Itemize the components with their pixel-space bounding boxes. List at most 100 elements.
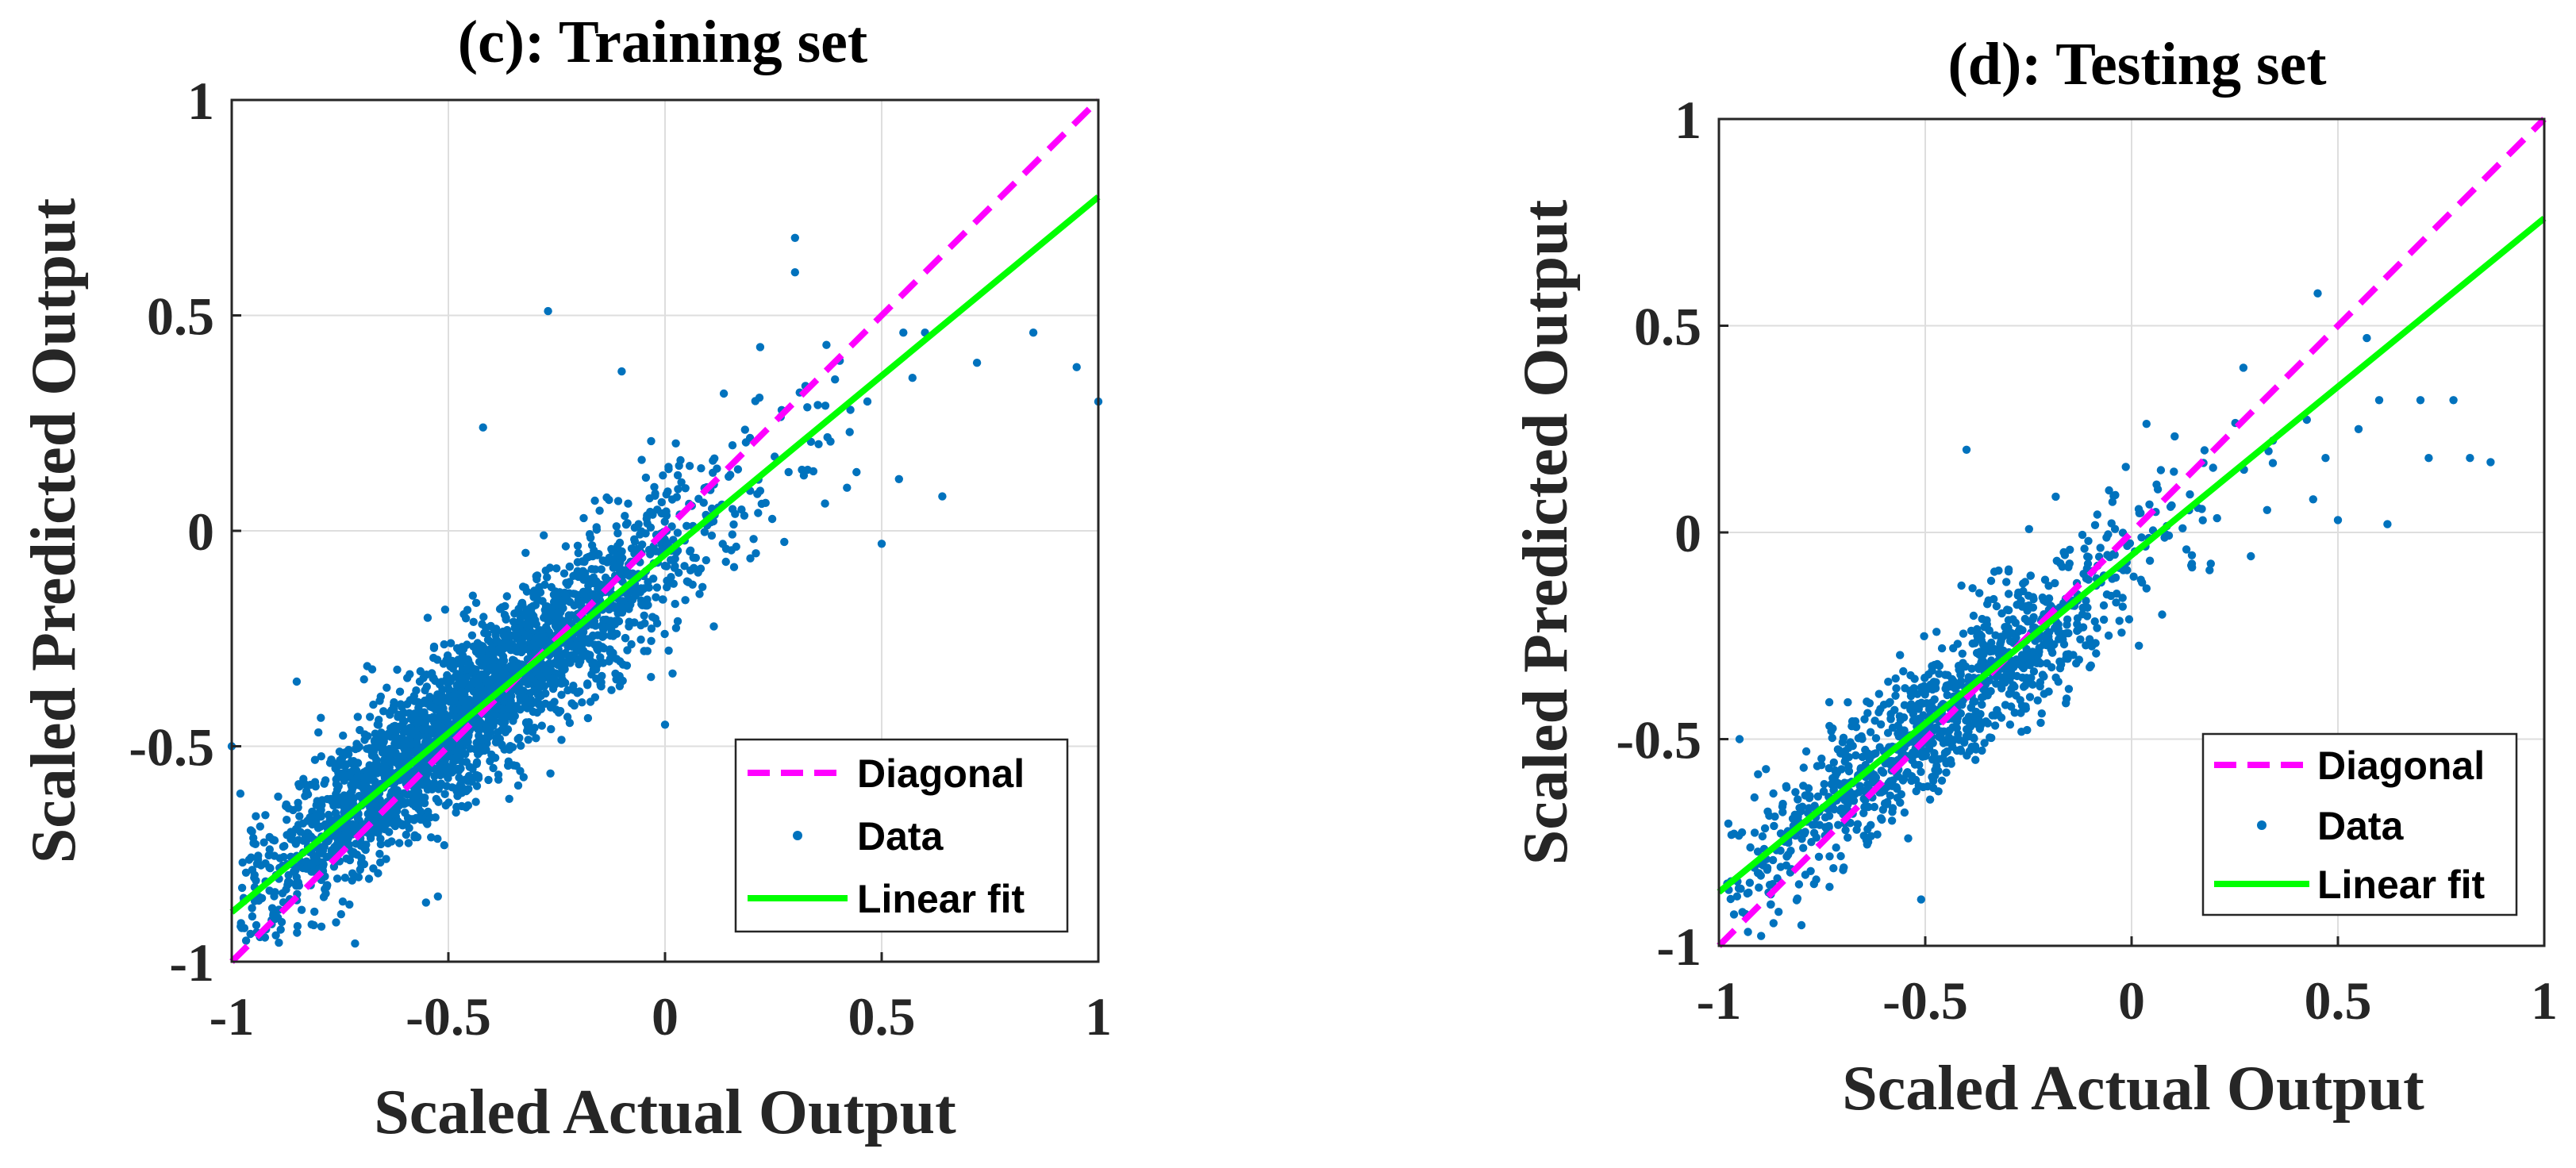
data-point (1900, 808, 1909, 817)
data-point (256, 822, 264, 831)
data-point (433, 690, 442, 699)
data-point (803, 403, 812, 412)
data-point (2013, 591, 2022, 600)
data-point (1925, 795, 1935, 804)
data-point (423, 613, 433, 622)
data-point (1888, 723, 1897, 732)
data-point (267, 904, 277, 912)
data-point (502, 615, 510, 624)
data-point (505, 794, 513, 803)
data-point (443, 670, 452, 680)
data-point (344, 840, 354, 849)
data-point (531, 616, 540, 624)
data-point (1893, 793, 1901, 802)
data-point (271, 931, 280, 940)
data-point (299, 774, 308, 783)
data-point (617, 602, 626, 612)
data-point (1987, 733, 1996, 743)
data-point (489, 763, 498, 773)
data-point (1944, 733, 1954, 742)
diagonal-line (1717, 117, 2547, 948)
data-point (488, 674, 497, 684)
data-point (2115, 617, 2124, 625)
data-point (2118, 602, 2127, 611)
data-point (1920, 674, 1929, 682)
data-point (2182, 545, 2191, 554)
data-point (1935, 670, 1944, 678)
legend-label-linear-fit: Linear fit (2317, 863, 2485, 907)
x-tick-label: -0.5 (406, 986, 491, 1047)
data-point (1884, 699, 1894, 708)
data-point (754, 509, 763, 517)
data-point (1753, 847, 1763, 856)
data-point (387, 788, 396, 797)
data-point (329, 863, 339, 871)
linear-fit-line (1717, 215, 2547, 895)
data-point (1735, 735, 1744, 743)
data-point (428, 763, 437, 772)
data-point (2416, 396, 2425, 405)
data-point (1969, 611, 1978, 620)
data-point (619, 567, 629, 576)
data-point (318, 858, 327, 866)
data-point (691, 553, 700, 563)
data-point (592, 577, 601, 586)
data-point (354, 780, 363, 790)
data-point (547, 701, 556, 709)
data-point (274, 792, 283, 801)
data-point (490, 717, 499, 725)
data-point (252, 876, 260, 886)
data-point (387, 837, 396, 846)
data-point (2092, 649, 2101, 658)
data-point (292, 677, 302, 686)
data-point (1931, 766, 1940, 774)
data-point (640, 647, 648, 655)
data-point (2052, 556, 2061, 565)
data-point (472, 782, 482, 790)
data-point (1750, 828, 1759, 837)
data-point (404, 839, 413, 847)
data-point (615, 538, 625, 548)
data-point (249, 839, 258, 847)
data-point (1969, 733, 1978, 742)
data-point (2024, 601, 2033, 610)
data-point (1734, 884, 1744, 893)
data-point (668, 669, 677, 678)
data-point (513, 781, 523, 790)
data-point (390, 747, 398, 756)
data-point (578, 698, 586, 707)
data-point (457, 681, 467, 690)
data-point (2037, 709, 2046, 718)
data-point (599, 556, 608, 565)
data-point (501, 728, 510, 736)
data-point (2486, 458, 2495, 467)
data-point (1978, 693, 1986, 702)
data-point (587, 541, 597, 550)
data-point (1750, 793, 1759, 802)
x-tick-label: -0.5 (1882, 970, 1968, 1031)
data-point (2022, 644, 2031, 654)
data-point (650, 482, 659, 491)
data-point (522, 587, 532, 596)
data-point (248, 866, 257, 874)
data-point (467, 631, 477, 640)
data-point (1972, 713, 1981, 721)
data-point (363, 732, 372, 740)
data-point (344, 771, 353, 780)
data-point (2065, 559, 2074, 568)
data-point (302, 858, 310, 866)
data-point (1896, 651, 1905, 659)
data-point (1778, 808, 1787, 816)
data-point (755, 343, 765, 352)
data-point (1770, 821, 1778, 831)
data-point (899, 328, 908, 337)
data-point (667, 555, 675, 564)
data-point (1906, 692, 1916, 701)
data-point (345, 900, 354, 909)
x-tick-label: -1 (210, 986, 255, 1047)
data-point (2125, 539, 2135, 548)
data-point (686, 547, 694, 556)
data-point (657, 498, 666, 507)
data-point (482, 623, 490, 632)
data-point (1958, 701, 1967, 709)
